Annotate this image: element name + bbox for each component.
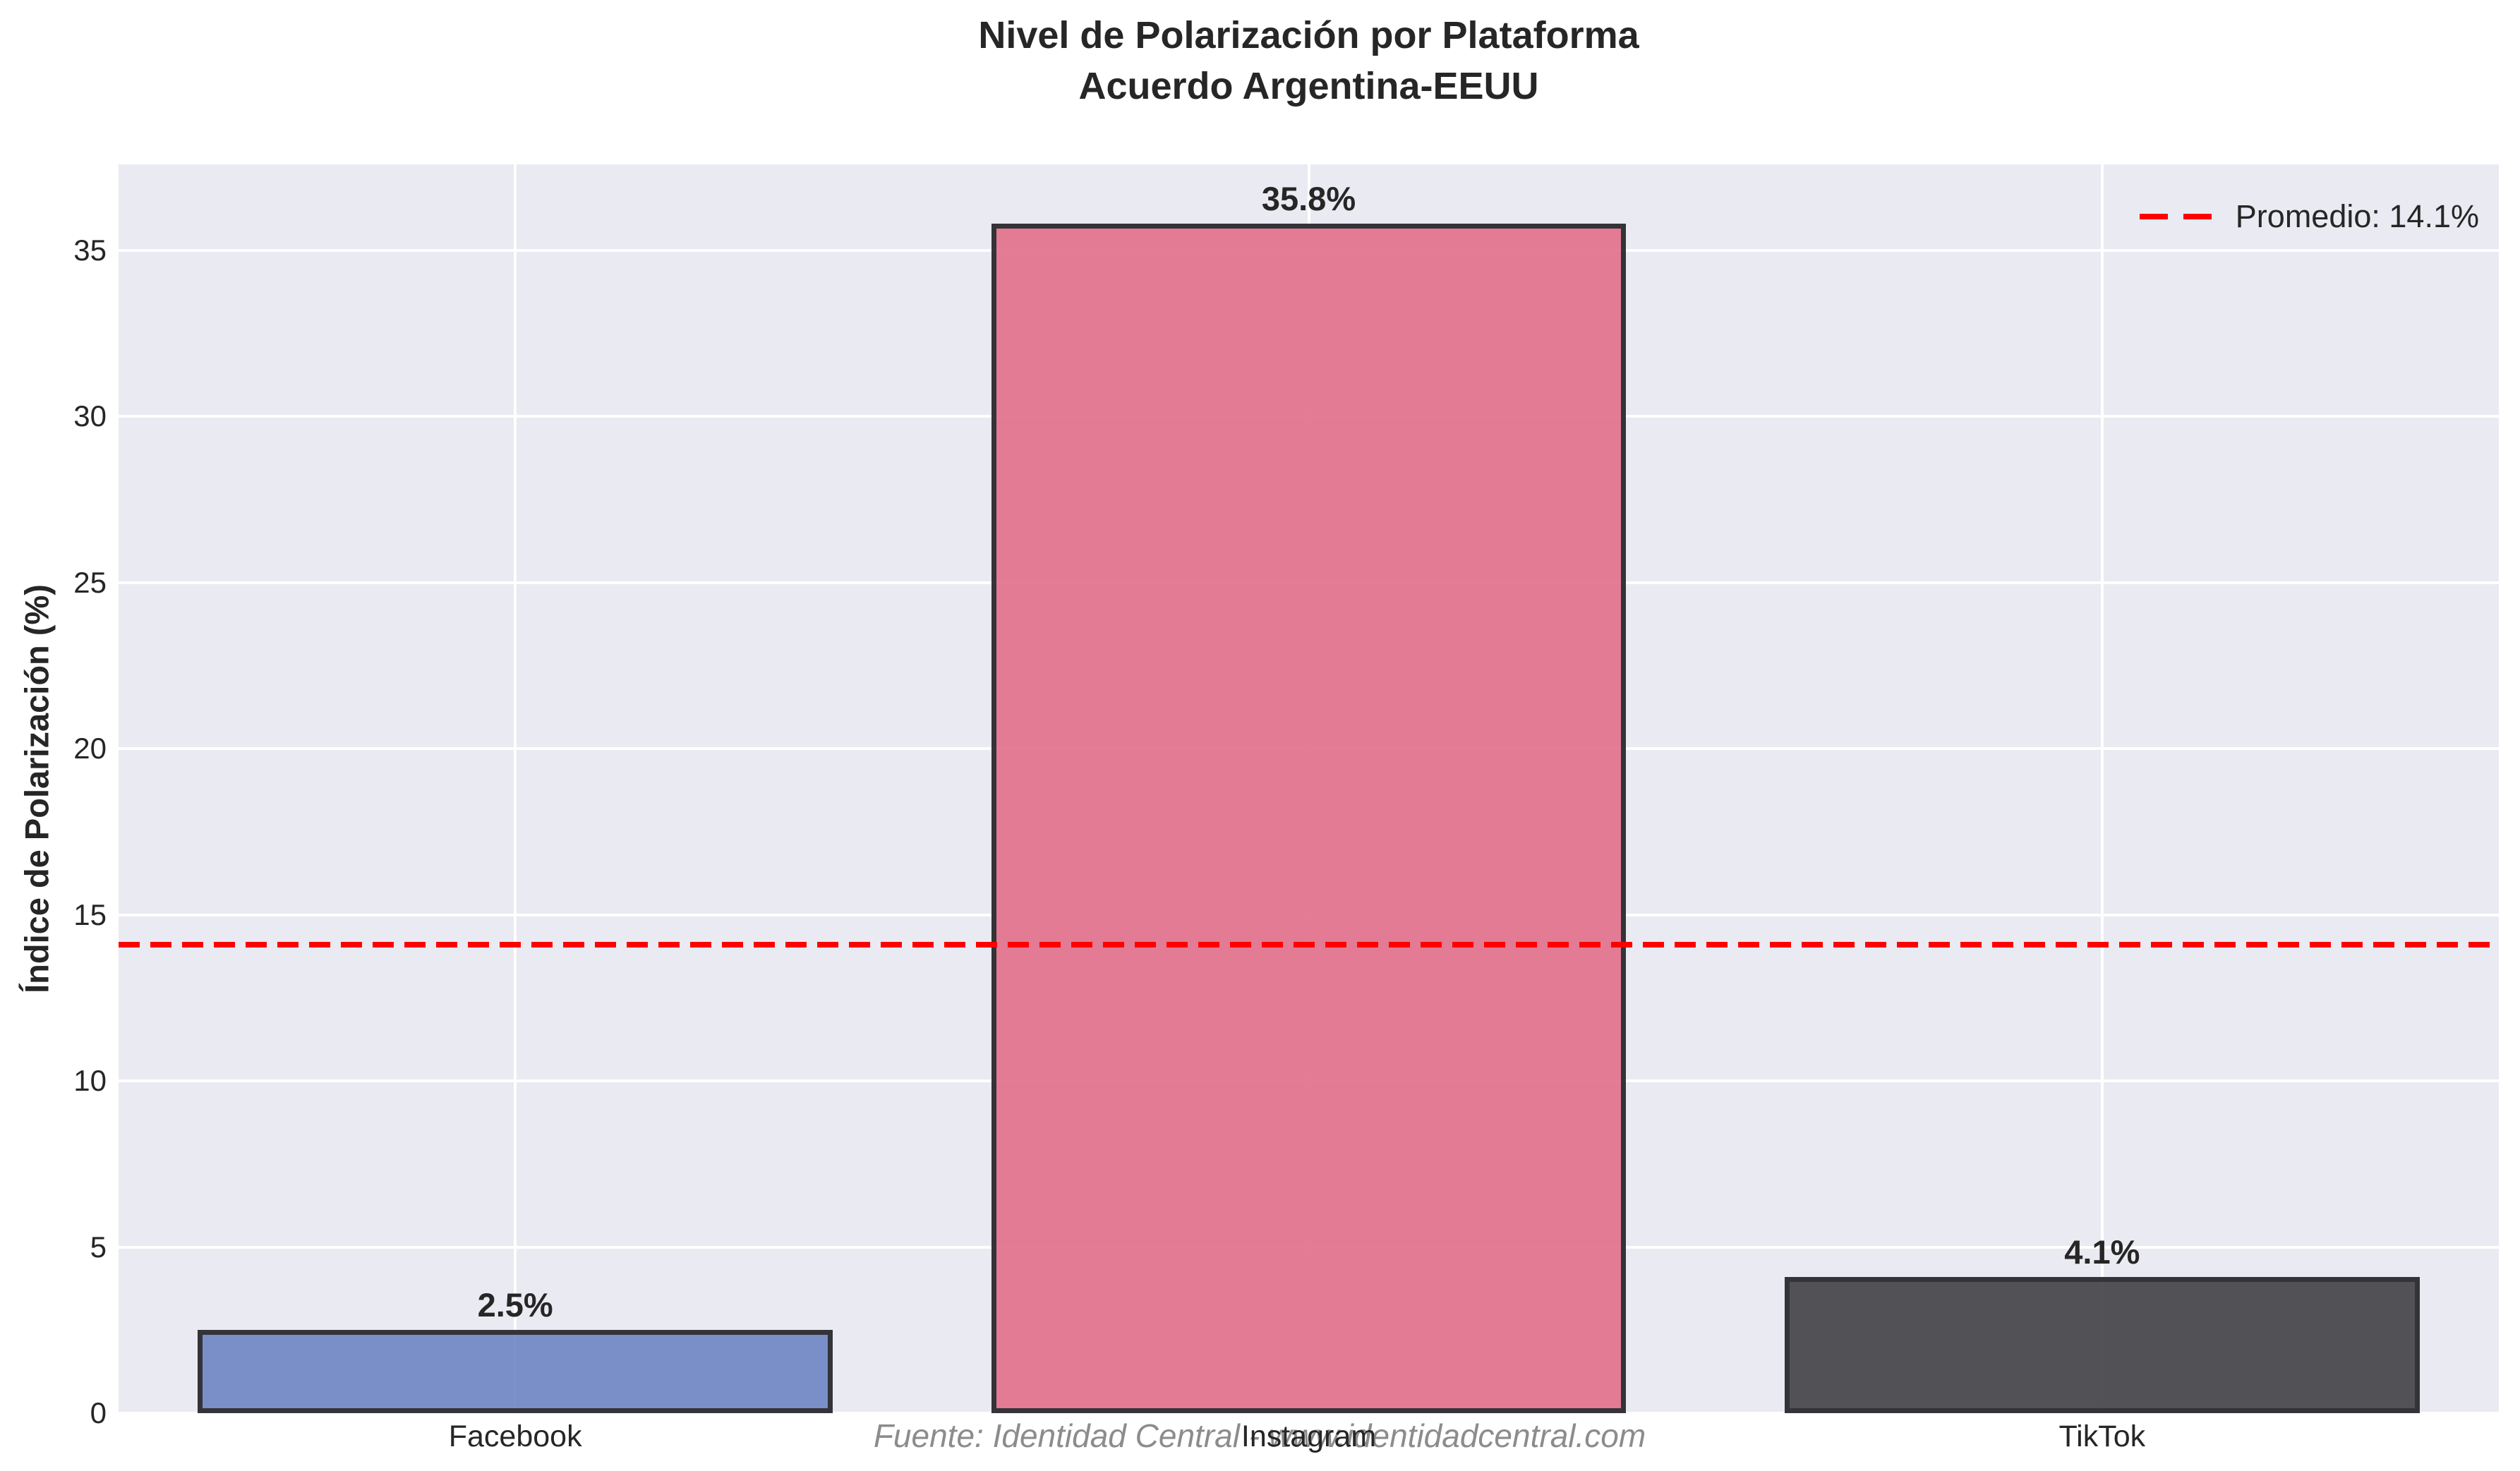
legend-label: Promedio: 14.1% [2235, 198, 2479, 234]
bar-group-instagram: 35.8% [991, 180, 1627, 1413]
bar-value-label-facebook: 2.5% [477, 1286, 553, 1324]
bar-value-label-tiktok: 4.1% [2064, 1233, 2140, 1271]
y-tick-label: 0 [90, 1396, 107, 1429]
chart-title-block: Nivel de Polarización por Plataforma Acu… [119, 10, 2499, 111]
y-tick-label: 25 [73, 565, 107, 599]
bar-group-facebook: 2.5% [198, 1286, 833, 1413]
chart-title: Nivel de Polarización por Plataforma [978, 14, 1639, 56]
bar-instagram [991, 224, 1627, 1413]
vertical-gridline [514, 164, 517, 1413]
bar-tiktok [1785, 1276, 2420, 1413]
x-tick-label-tiktok: TikTok [2058, 1419, 2146, 1453]
y-tick-label: 30 [73, 399, 107, 433]
plot-area: 2.5% 35.8% 4.1% Promedio: 14.1% [119, 164, 2499, 1415]
y-tick-label: 5 [90, 1230, 107, 1264]
legend: Promedio: 14.1% [2139, 198, 2479, 235]
x-tick-label-instagram: Instagram [1241, 1419, 1377, 1453]
average-reference-line [119, 942, 2499, 948]
y-tick-label: 10 [73, 1064, 107, 1098]
y-tick-label: 20 [73, 732, 107, 765]
y-tick-label: 35 [73, 233, 107, 267]
source-note: Fuente: Identidad Central - www.identida… [873, 1417, 1646, 1454]
bar-value-label-instagram: 35.8% [1261, 180, 1356, 218]
y-axis-label: Índice de Polarización (%) [18, 584, 56, 993]
bar-facebook [198, 1330, 833, 1413]
chart-subtitle: Acuerdo Argentina-EEUU [1078, 65, 1539, 107]
dashed-line-legend-swatch [2139, 214, 2216, 219]
bar-group-tiktok: 4.1% [1785, 1233, 2420, 1413]
vertical-gridline [2100, 164, 2104, 1413]
x-tick-label-facebook: Facebook [448, 1419, 582, 1453]
horizontal-gridline [119, 1412, 2499, 1415]
y-tick-label: 15 [73, 897, 107, 931]
